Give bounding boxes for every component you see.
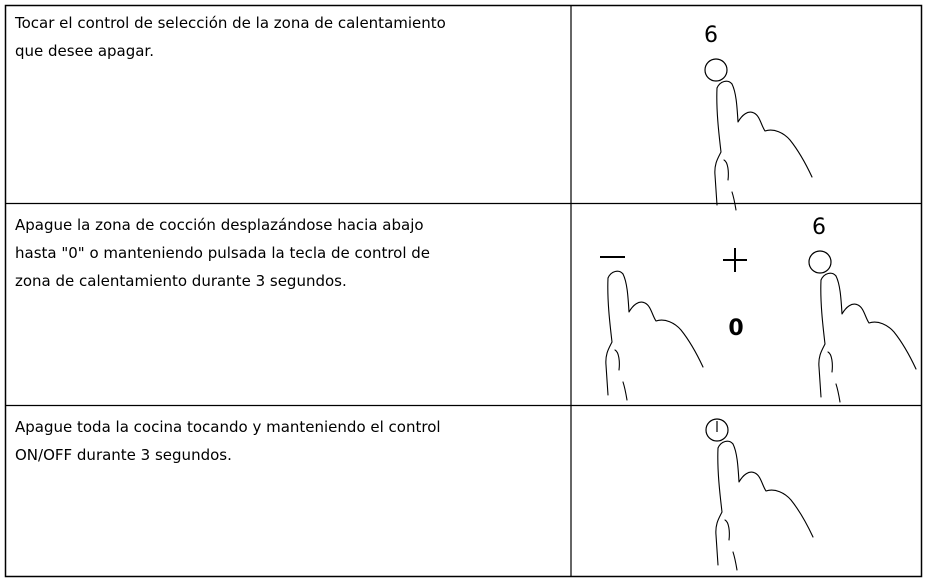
table-grid: [4, 4, 923, 578]
illustration: [705, 418, 814, 571]
instruction-line: hasta "0" o manteniendo pulsada la tecla…: [15, 244, 430, 262]
instruction-line: zona de calentamiento durante 3 segundos…: [15, 272, 347, 290]
illustration: [600, 248, 917, 403]
instruction-line: que desee apagar.: [15, 42, 154, 60]
instruction-line: Apague toda la cocina tocando y mantenie…: [15, 418, 441, 436]
level-digit: 0: [728, 316, 743, 341]
illustration: [704, 58, 813, 211]
display-digit: 6: [704, 23, 718, 48]
display-digit: 6: [812, 215, 826, 240]
instruction-line: Apague la zona de cocción desplazándose …: [15, 216, 424, 234]
instructions: Tocar el control de selección de la zona…: [14, 14, 446, 464]
instruction-line: ON/OFF durante 3 segundos.: [15, 446, 232, 464]
instruction-line: Tocar el control de selección de la zona…: [14, 14, 446, 32]
